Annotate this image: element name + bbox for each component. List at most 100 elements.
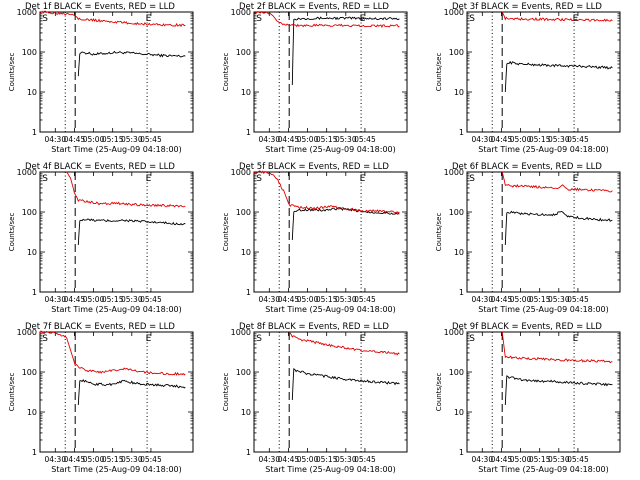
y-tick-label: 1 <box>246 448 251 457</box>
x-tick-label: 04:45 <box>278 135 300 144</box>
panel-3: Det 3f BLACK = Events, RED = LLD 1 10 100 10… <box>435 2 621 154</box>
y-tick-label: 1000 <box>231 168 251 177</box>
x-tick-label: 05:15 <box>529 455 551 464</box>
panel-8: Det 8f BLACK = Events, RED = LLD 1 10 100 10… <box>222 322 408 474</box>
panel-title: Det 6f BLACK = Events, RED = LLD <box>452 162 602 172</box>
x-tick-label: 05:30 <box>548 455 570 464</box>
y-tick-label: 1000 <box>444 328 464 337</box>
x-tick-label: 05:45 <box>354 135 376 144</box>
y-axis-label: Counts/sec <box>222 53 230 92</box>
x-tick-label: 05:45 <box>140 455 162 464</box>
x-axis-label: Start Time (25-Aug-09 04:18:00) <box>478 145 609 154</box>
x-tick-label: 04:45 <box>64 135 86 144</box>
y-tick-label: 1000 <box>444 8 464 17</box>
series-red-line <box>253 170 400 214</box>
x-tick-label: 04:45 <box>278 295 300 304</box>
y-tick-label: 1 <box>32 448 37 457</box>
y-tick-label: 10 <box>241 408 251 417</box>
y-tick-label: 10 <box>454 248 464 257</box>
x-tick-label: 04:30 <box>258 455 280 464</box>
x-tick-label: 04:45 <box>278 455 300 464</box>
y-axis-label: Counts/sec <box>222 213 230 252</box>
y-tick-label: 10 <box>454 88 464 97</box>
marker-e: E <box>360 174 366 184</box>
series-black-line <box>291 207 400 241</box>
y-tick-label: 10 <box>27 248 37 257</box>
x-axis-label: Start Time (25-Aug-09 04:18:00) <box>265 305 396 314</box>
x-tick-label: 05:30 <box>548 135 570 144</box>
x-tick-label: 05:15 <box>529 295 551 304</box>
x-tick-label: 05:00 <box>297 295 319 304</box>
panel-1: Det 1f BLACK = Events, RED = LLD 1 10 100 10… <box>8 2 194 154</box>
y-tick-label: 1 <box>32 128 37 137</box>
plot-frame <box>39 171 194 293</box>
y-axis-label: Counts/sec <box>435 53 443 92</box>
x-tick-label: 05:00 <box>510 135 532 144</box>
y-tick-label: 100 <box>236 208 251 217</box>
x-tick-label: 04:30 <box>471 135 493 144</box>
plot-frame <box>253 11 408 133</box>
panel-title: Det 7f BLACK = Events, RED = LLD <box>25 322 175 332</box>
x-axis-label: Start Time (25-Aug-09 04:18:00) <box>51 305 182 314</box>
series-black-line <box>291 16 400 86</box>
y-tick-label: 10 <box>27 408 37 417</box>
y-tick-label: 1 <box>459 288 464 297</box>
y-tick-label: 1000 <box>231 8 251 17</box>
x-tick-label: 04:30 <box>258 135 280 144</box>
y-tick-label: 100 <box>236 368 251 377</box>
series-red-line <box>253 11 400 28</box>
x-tick-label: 05:00 <box>83 135 105 144</box>
x-tick-label: 05:45 <box>567 135 589 144</box>
panel-title: Det 5f BLACK = Events, RED = LLD <box>239 162 389 172</box>
marker-s: S <box>256 174 262 184</box>
marker-s: S <box>256 14 262 24</box>
y-axis-label: Counts/sec <box>8 213 16 252</box>
x-axis-label: Start Time (25-Aug-09 04:18:00) <box>478 465 609 474</box>
y-tick-label: 10 <box>454 408 464 417</box>
plot-frame <box>39 331 194 453</box>
x-tick-label: 05:15 <box>316 455 338 464</box>
y-tick-label: 1 <box>246 128 251 137</box>
x-tick-label: 04:45 <box>64 455 86 464</box>
series-black-line <box>504 375 613 406</box>
x-axis-label: Start Time (25-Aug-09 04:18:00) <box>51 145 182 154</box>
y-tick-label: 1 <box>459 128 464 137</box>
panel-2: Det 2f BLACK = Events, RED = LLD 1 10 100 10… <box>222 2 408 154</box>
marker-e: E <box>146 334 152 344</box>
y-tick-label: 100 <box>236 48 251 57</box>
marker-s: S <box>469 14 475 24</box>
x-tick-label: 04:45 <box>64 295 86 304</box>
y-tick-label: 1 <box>459 448 464 457</box>
series-black-line <box>291 367 400 401</box>
series-black-line <box>504 60 613 93</box>
x-tick-label: 05:15 <box>529 135 551 144</box>
marker-s: S <box>469 334 475 344</box>
y-axis-label: Counts/sec <box>435 213 443 252</box>
x-tick-label: 05:45 <box>140 295 162 304</box>
panel-title: Det 3f BLACK = Events, RED = LLD <box>452 2 602 12</box>
x-tick-label: 05:30 <box>121 455 143 464</box>
x-tick-label: 05:45 <box>140 135 162 144</box>
x-tick-label: 05:00 <box>83 455 105 464</box>
series-red-line <box>66 171 186 208</box>
panel-6: Det 6f BLACK = Events, RED = LLD 1 10 100 10… <box>435 162 621 314</box>
y-axis-label: Counts/sec <box>8 373 16 412</box>
x-tick-label: 05:15 <box>316 295 338 304</box>
series-black-line <box>77 378 186 406</box>
x-tick-label: 05:00 <box>297 135 319 144</box>
x-tick-label: 05:15 <box>316 135 338 144</box>
y-axis-label: Counts/sec <box>8 53 16 92</box>
series-red-line <box>39 10 186 28</box>
marker-s: S <box>469 174 475 184</box>
x-tick-label: 04:45 <box>491 295 513 304</box>
plot-frame <box>466 171 621 293</box>
panel-title: Det 8f BLACK = Events, RED = LLD <box>239 322 389 332</box>
x-tick-label: 04:30 <box>471 455 493 464</box>
x-tick-label: 04:45 <box>491 455 513 464</box>
x-tick-label: 04:30 <box>471 295 493 304</box>
series-black-line <box>77 218 186 246</box>
plot-frame <box>253 171 408 293</box>
x-tick-label: 05:00 <box>510 455 532 464</box>
x-tick-label: 05:15 <box>102 455 124 464</box>
